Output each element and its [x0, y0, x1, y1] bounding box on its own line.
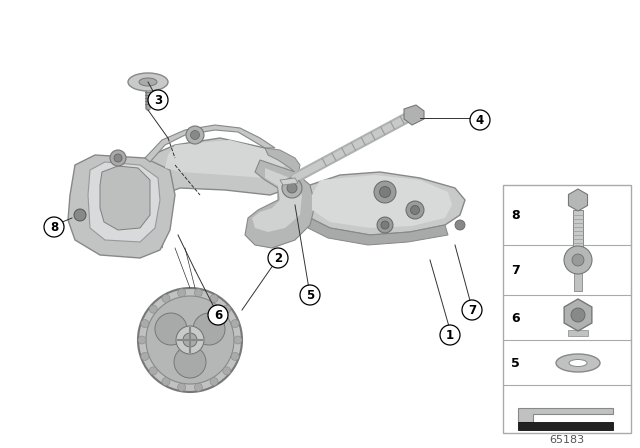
- FancyBboxPatch shape: [573, 210, 583, 265]
- Circle shape: [149, 305, 157, 313]
- Ellipse shape: [556, 354, 600, 372]
- Polygon shape: [265, 148, 300, 175]
- Circle shape: [74, 209, 86, 221]
- Polygon shape: [245, 160, 315, 248]
- Circle shape: [287, 183, 297, 193]
- Polygon shape: [68, 155, 175, 258]
- Circle shape: [193, 313, 225, 345]
- Text: 1: 1: [446, 328, 454, 341]
- Polygon shape: [252, 168, 302, 232]
- Circle shape: [380, 186, 390, 198]
- Polygon shape: [308, 218, 448, 245]
- Circle shape: [162, 294, 170, 302]
- Circle shape: [210, 294, 218, 302]
- Text: 3: 3: [154, 94, 162, 107]
- Circle shape: [162, 378, 170, 386]
- Polygon shape: [100, 166, 150, 230]
- Polygon shape: [308, 172, 465, 235]
- Text: 6: 6: [511, 311, 520, 324]
- Circle shape: [223, 367, 231, 375]
- Text: 7: 7: [468, 303, 476, 316]
- Polygon shape: [518, 422, 613, 430]
- Polygon shape: [404, 105, 424, 125]
- Ellipse shape: [128, 73, 168, 91]
- Text: 5: 5: [511, 357, 520, 370]
- Polygon shape: [88, 162, 160, 242]
- Circle shape: [223, 305, 231, 313]
- Circle shape: [178, 383, 186, 391]
- Circle shape: [195, 383, 202, 391]
- Text: 7: 7: [511, 263, 520, 276]
- Circle shape: [208, 305, 228, 325]
- Circle shape: [191, 130, 200, 139]
- Circle shape: [110, 150, 126, 166]
- Circle shape: [282, 178, 302, 198]
- Circle shape: [141, 319, 149, 327]
- Ellipse shape: [569, 359, 587, 366]
- FancyBboxPatch shape: [503, 185, 631, 433]
- Text: 65183: 65183: [549, 435, 584, 445]
- Text: 2: 2: [274, 251, 282, 264]
- Circle shape: [174, 346, 206, 378]
- Circle shape: [571, 308, 585, 322]
- Ellipse shape: [139, 78, 157, 86]
- Circle shape: [381, 221, 389, 229]
- Circle shape: [149, 367, 157, 375]
- FancyBboxPatch shape: [568, 330, 588, 336]
- Circle shape: [470, 110, 490, 130]
- Circle shape: [462, 300, 482, 320]
- Circle shape: [234, 336, 242, 344]
- Text: 8: 8: [50, 220, 58, 233]
- Circle shape: [176, 326, 204, 354]
- Circle shape: [146, 296, 234, 384]
- Circle shape: [114, 154, 122, 162]
- Circle shape: [141, 353, 149, 361]
- Circle shape: [268, 248, 288, 268]
- Circle shape: [186, 126, 204, 144]
- Circle shape: [374, 181, 396, 203]
- Polygon shape: [145, 125, 275, 162]
- Polygon shape: [518, 408, 613, 422]
- Circle shape: [195, 289, 202, 297]
- Circle shape: [440, 325, 460, 345]
- FancyBboxPatch shape: [574, 273, 582, 291]
- Circle shape: [178, 289, 186, 297]
- Text: 5: 5: [306, 289, 314, 302]
- Polygon shape: [568, 189, 588, 211]
- Circle shape: [572, 254, 584, 266]
- Circle shape: [183, 333, 197, 347]
- Circle shape: [148, 90, 168, 110]
- Circle shape: [300, 285, 320, 305]
- Polygon shape: [573, 265, 583, 270]
- Circle shape: [455, 220, 465, 230]
- Circle shape: [564, 246, 592, 274]
- Circle shape: [138, 336, 146, 344]
- Circle shape: [210, 378, 218, 386]
- Polygon shape: [312, 175, 452, 228]
- Text: 8: 8: [511, 208, 520, 221]
- Circle shape: [410, 206, 419, 215]
- Polygon shape: [165, 140, 285, 178]
- Circle shape: [377, 217, 393, 233]
- Circle shape: [231, 353, 239, 361]
- Circle shape: [231, 319, 239, 327]
- Circle shape: [44, 217, 64, 237]
- Circle shape: [406, 201, 424, 219]
- Text: 6: 6: [214, 309, 222, 322]
- Polygon shape: [145, 138, 295, 248]
- Polygon shape: [564, 299, 592, 331]
- Text: 4: 4: [476, 113, 484, 126]
- Circle shape: [138, 288, 242, 392]
- Circle shape: [155, 313, 187, 345]
- Polygon shape: [280, 178, 298, 185]
